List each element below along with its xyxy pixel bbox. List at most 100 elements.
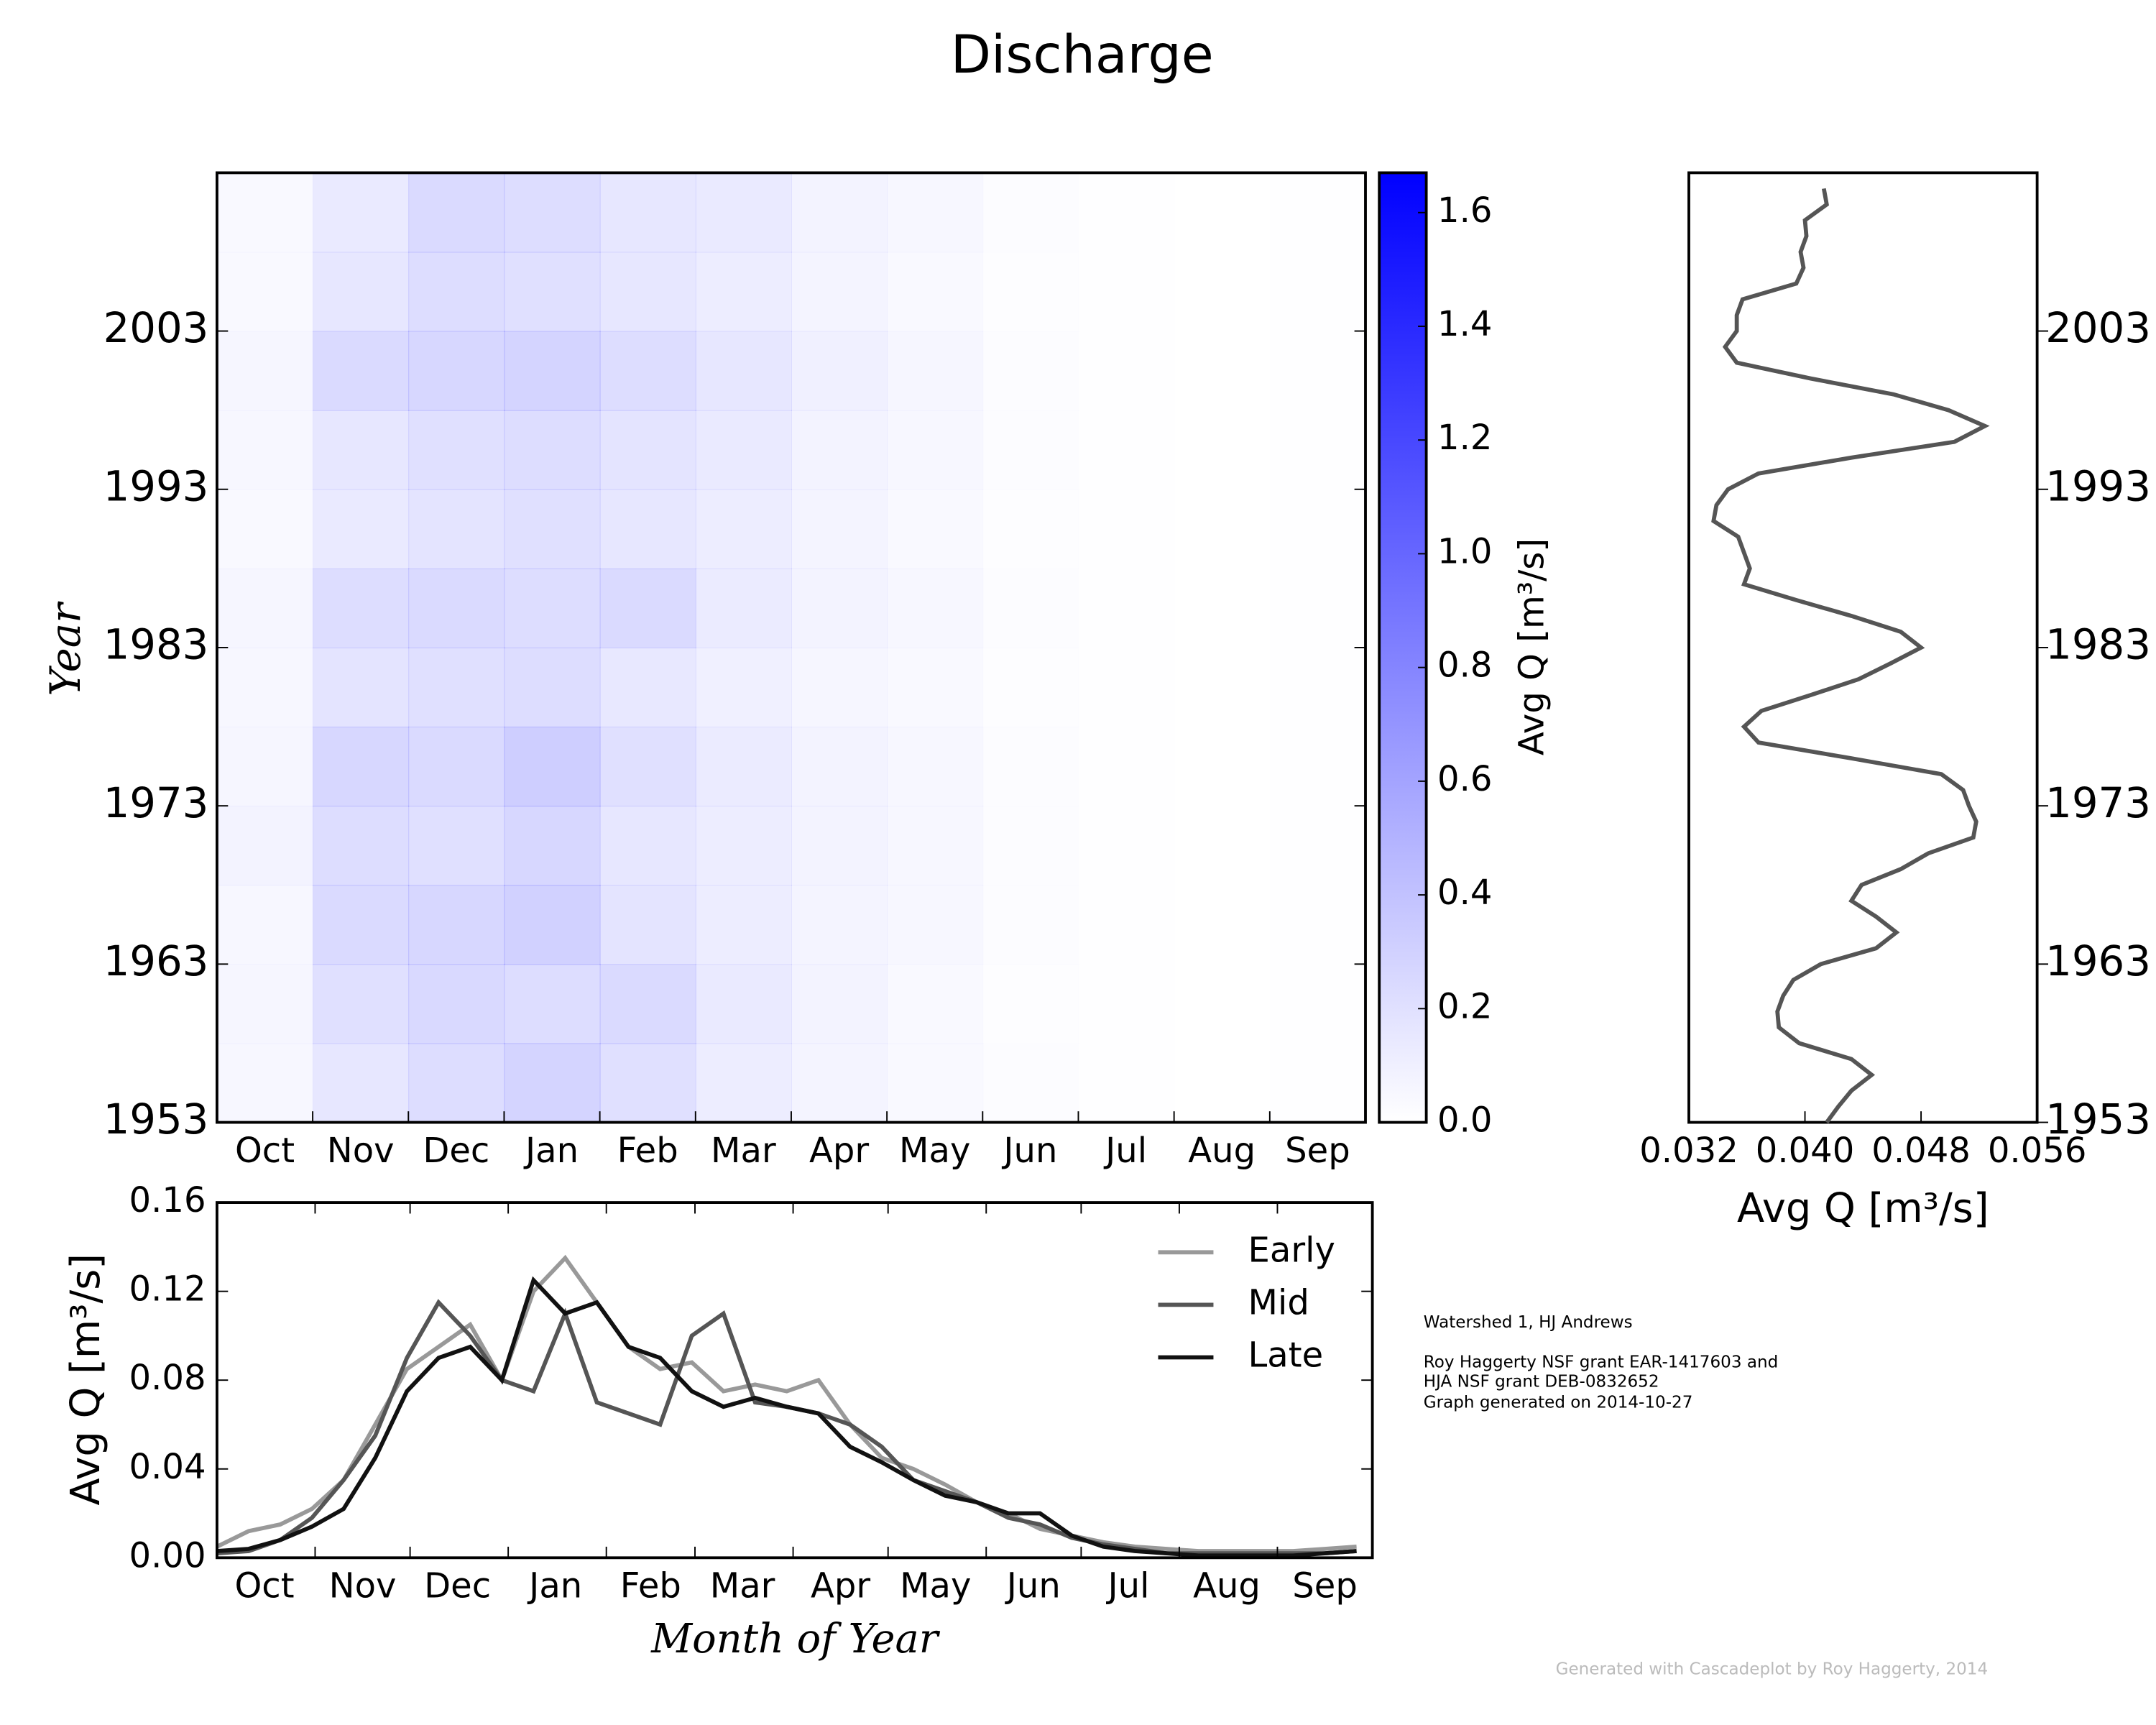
heat-cell [1174, 489, 1271, 569]
x-tick-label: May [900, 1566, 971, 1606]
heat-cell [695, 647, 792, 728]
heat-cell [1078, 885, 1174, 965]
heat-cell [1174, 1043, 1271, 1123]
y-axis-label: Year [41, 601, 90, 696]
heat-cell [887, 172, 983, 252]
heat-cell [599, 172, 696, 253]
colorbar [1378, 171, 1428, 1124]
y-tick-label: 1953 [103, 1095, 209, 1144]
colorbar-tick-label: 0.2 [1437, 986, 1492, 1026]
heat-cell [217, 569, 313, 648]
heat-cell [695, 885, 792, 965]
heat-cell [504, 410, 601, 490]
x-axis-label: Avg Q [m³/s] [1737, 1185, 1989, 1232]
heat-cell [313, 806, 410, 886]
heat-cell [695, 331, 792, 411]
heat-cell [408, 647, 505, 728]
heat-cell [313, 964, 410, 1044]
x-tick-label: 0.032 [1639, 1131, 1738, 1171]
heat-cell [408, 1043, 505, 1123]
heat-cell [313, 331, 410, 411]
colorbar-label: Avg Q [m³/s] [1512, 538, 1552, 755]
heat-cell [1174, 569, 1271, 648]
x-tick-label: Aug [1193, 1566, 1261, 1606]
heat-cell [313, 885, 410, 965]
heat-cell [1270, 727, 1366, 806]
heat-cell [1270, 1043, 1366, 1123]
heat-cell [408, 489, 505, 569]
heat-cell [217, 252, 313, 331]
x-tick-label: Jan [523, 1131, 579, 1171]
colorbar-tick-label: 1.6 [1437, 190, 1492, 231]
heat-cell [216, 806, 314, 886]
heat-cell [1078, 964, 1174, 1044]
x-tick-label: Feb [620, 1566, 681, 1606]
heat-cell [887, 410, 983, 490]
heat-cell [1174, 727, 1271, 806]
heat-cell [599, 806, 696, 886]
colorbar-tick-label: 0.0 [1437, 1100, 1492, 1141]
x-tick-label: Jun [1001, 1131, 1057, 1171]
heat-cell [408, 410, 505, 490]
heat-cell [313, 172, 410, 253]
heat-cell [1174, 331, 1271, 411]
heat-cell [982, 648, 1079, 727]
heat-cell [599, 410, 696, 490]
heat-cell [1174, 172, 1271, 252]
x-tick-label: Apr [811, 1566, 870, 1606]
heat-cell [982, 172, 1079, 252]
x-tick-label: Apr [809, 1131, 869, 1171]
heat-cell [887, 964, 983, 1044]
heat-cell [1078, 569, 1174, 648]
x-tick-label: Dec [423, 1131, 489, 1171]
heat-cell [1078, 172, 1174, 252]
y-tick-label: 1983 [2045, 620, 2151, 669]
y-tick-label: 2003 [2045, 303, 2151, 352]
heat-cell [695, 568, 792, 648]
y-tick-label: 1963 [103, 937, 209, 985]
heat-cell [695, 172, 792, 253]
heat-cell [504, 964, 601, 1044]
x-tick-label: Jul [1105, 1566, 1149, 1606]
y-tick-label: 1993 [2045, 461, 2151, 510]
heat-cell [791, 964, 888, 1044]
colorbar-tick-label: 1.4 [1437, 304, 1492, 344]
heat-cell [695, 410, 792, 490]
y-tick-label: 1993 [103, 461, 209, 510]
heat-cell [695, 489, 792, 569]
heat-cell [791, 410, 888, 490]
heat-cell [695, 1043, 792, 1123]
y-tick-label: 0.08 [129, 1358, 206, 1398]
heat-cell [217, 727, 313, 806]
heat-cell [408, 806, 505, 886]
note: Graph generated on 2014-10-27 [1424, 1393, 1693, 1412]
heat-cell [408, 964, 505, 1044]
plot-frame [1687, 171, 2039, 1124]
heat-cell [791, 489, 888, 569]
heat-cell [599, 964, 696, 1044]
colorbar-tick-label: 0.8 [1437, 645, 1492, 686]
heat-cell [695, 964, 792, 1044]
heat-cell [982, 964, 1079, 1044]
heat-cell [791, 172, 888, 253]
heat-cell [982, 489, 1079, 569]
x-tick-label: Jul [1103, 1131, 1147, 1171]
heat-cell [982, 410, 1079, 490]
heat-cell [1270, 806, 1366, 886]
heat-cell [695, 727, 792, 807]
heat-cell [887, 648, 983, 727]
x-tick-label: Jun [1005, 1566, 1061, 1606]
x-tick-label: Jan [527, 1566, 582, 1606]
heat-cell [791, 727, 888, 807]
y-tick-label: 0.12 [129, 1269, 206, 1310]
x-tick-label: 0.056 [1988, 1131, 2087, 1171]
y-tick-label: 1963 [2045, 937, 2151, 985]
heat-cell [1078, 252, 1174, 331]
heat-cell [217, 1043, 313, 1123]
heat-cell [504, 1043, 601, 1123]
heat-cell [791, 806, 888, 886]
heat-cell [504, 885, 601, 965]
heat-cell [504, 172, 601, 253]
heat-cell [982, 1043, 1079, 1123]
heat-cell [791, 252, 888, 332]
